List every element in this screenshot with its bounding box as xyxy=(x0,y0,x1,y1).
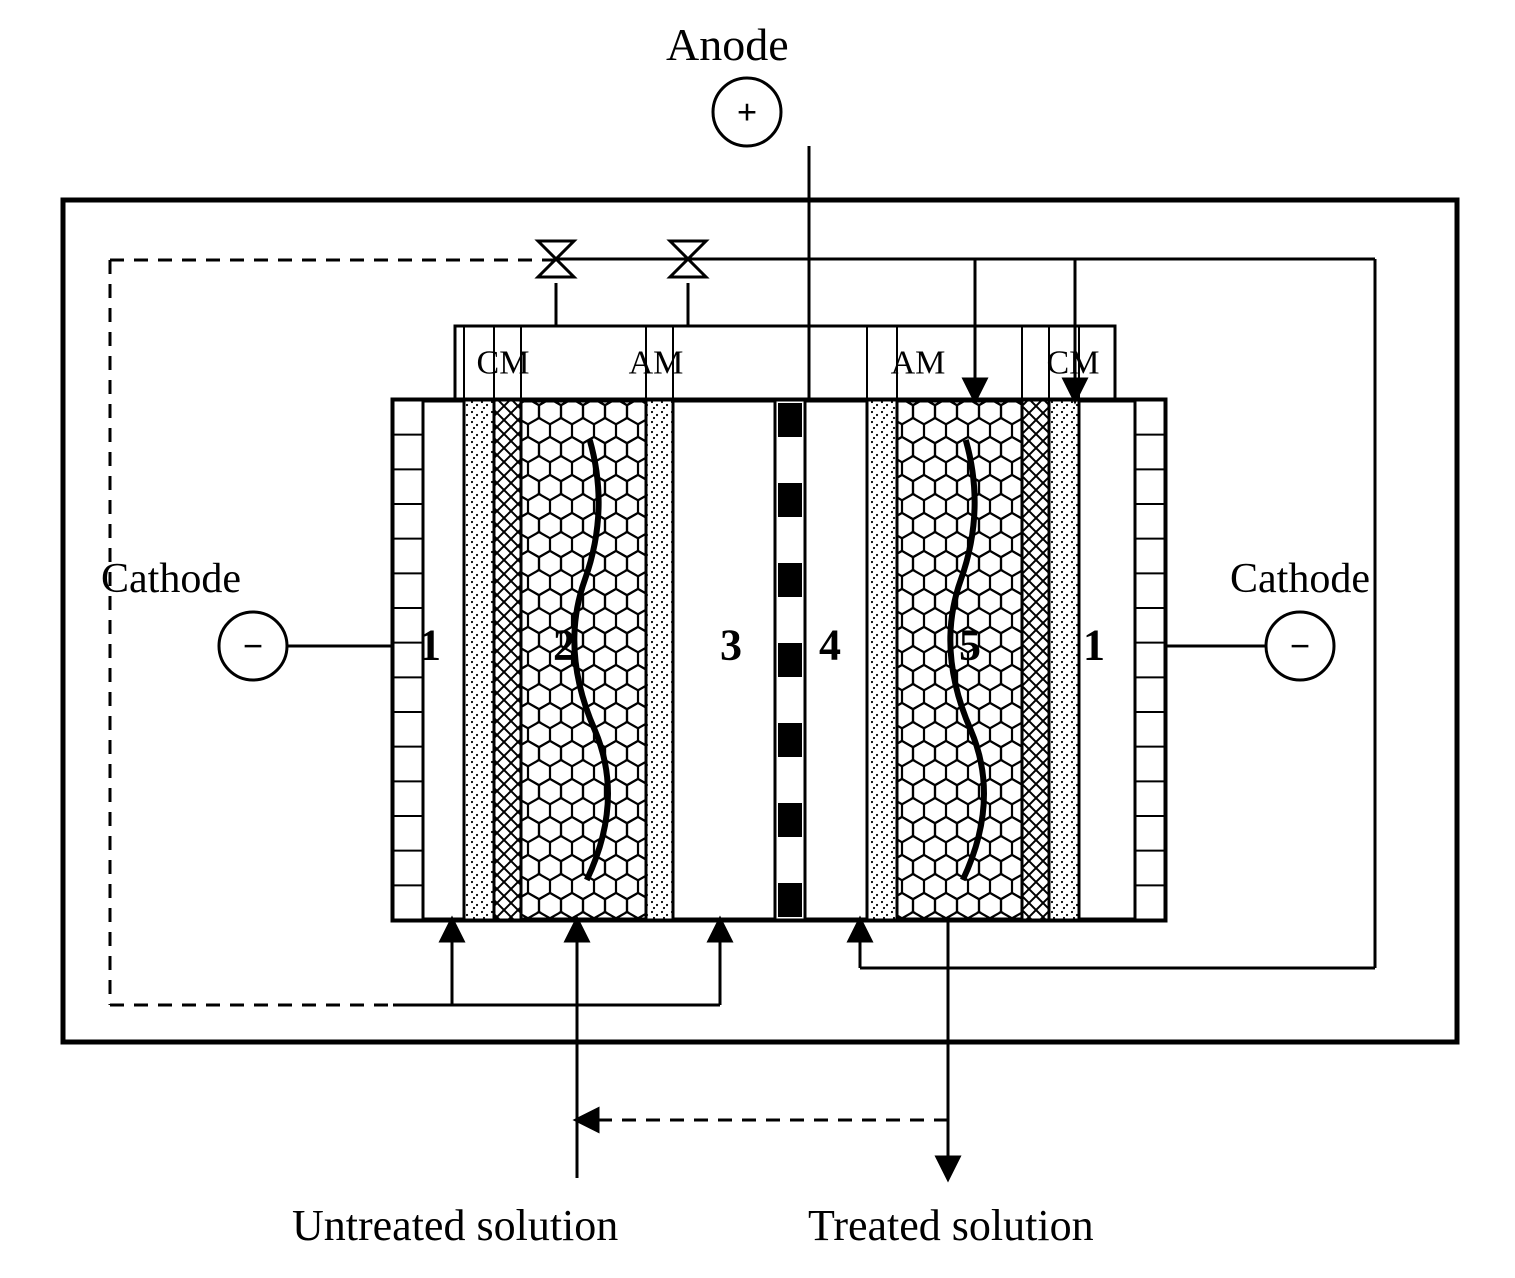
cathode_left-label: Cathode xyxy=(101,555,241,603)
treated-label: Treated solution xyxy=(808,1200,1094,1251)
svg-text:CM: CM xyxy=(477,345,530,382)
diagram-canvas: + − − 1 2 3 4 5 1 CM AM AM CM xyxy=(0,0,1515,1278)
svg-text:1: 1 xyxy=(419,621,441,670)
anode-label: Anode xyxy=(666,18,789,71)
svg-text:2: 2 xyxy=(553,621,575,670)
svg-text:3: 3 xyxy=(720,621,742,670)
svg-text:−: − xyxy=(243,626,264,666)
svg-text:+: + xyxy=(737,92,758,132)
svg-text:AM: AM xyxy=(629,345,684,382)
svg-text:−: − xyxy=(1290,626,1311,666)
svg-text:1: 1 xyxy=(1083,621,1105,670)
svg-text:CM: CM xyxy=(1047,345,1100,382)
untreated-label: Untreated solution xyxy=(292,1200,618,1251)
svg-text:5: 5 xyxy=(959,621,981,670)
svg-text:AM: AM xyxy=(891,345,946,382)
svg-text:4: 4 xyxy=(819,621,841,670)
cathode_right-label: Cathode xyxy=(1230,555,1370,603)
